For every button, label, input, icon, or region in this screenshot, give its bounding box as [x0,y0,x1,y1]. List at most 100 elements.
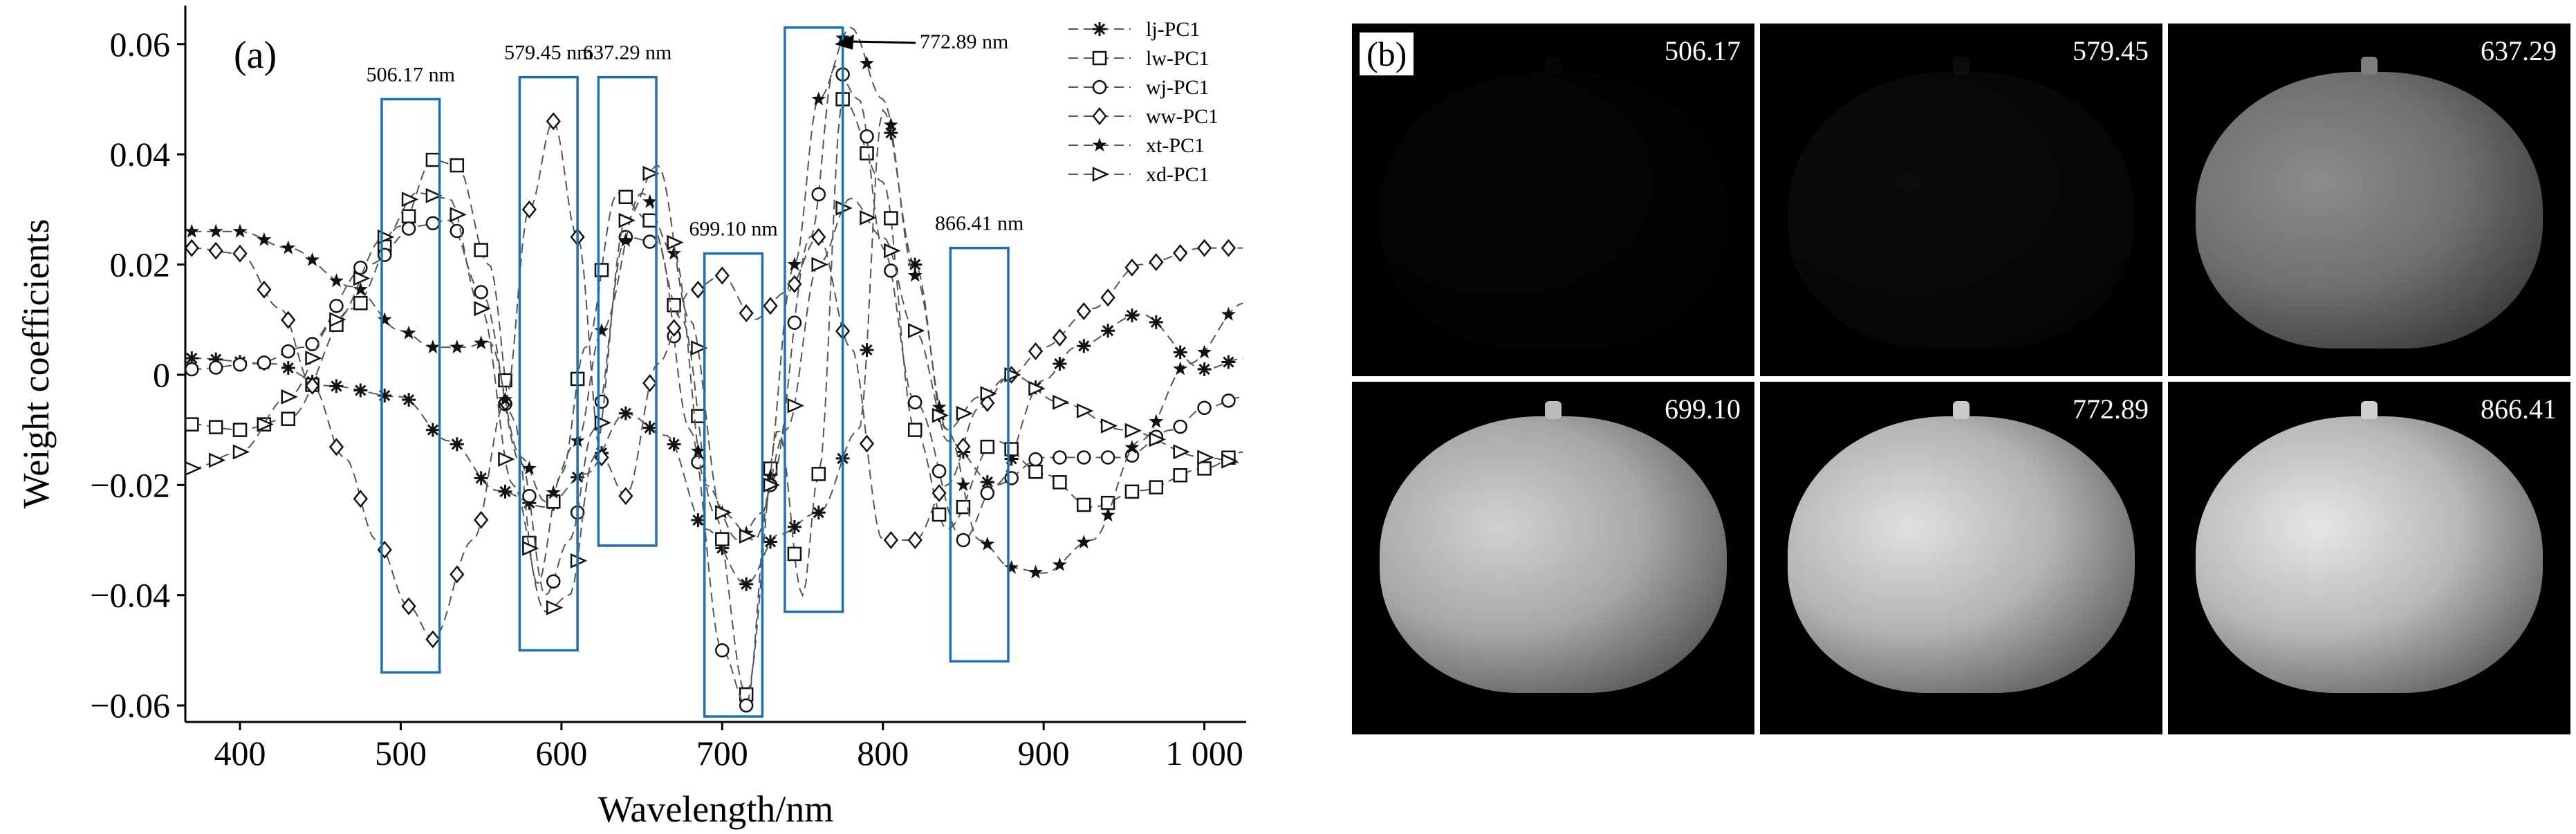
data-point [1092,107,1107,125]
data-point [980,485,995,501]
data-point [1196,239,1212,257]
data-point [907,423,923,437]
data-point [353,270,371,286]
data-point [956,405,973,421]
data-point [787,546,802,562]
data-point [232,244,248,263]
data-point [1197,450,1214,465]
data-point [980,386,997,402]
data-point [811,467,826,481]
data-point [1173,345,1187,360]
fruit-image [1380,72,1727,349]
data-point [281,344,296,359]
legend-label: ww-PC1 [1146,105,1218,128]
spectral-image-tile: 699.10 [1352,382,1754,734]
panel-a-label: (a) [234,34,277,77]
data-point [208,360,223,375]
data-point [353,281,368,296]
wavelength-box-label: 699.10 nm [689,218,777,241]
data-point [208,223,223,238]
data-point [209,352,223,367]
data-point [498,391,512,406]
data-point [425,630,441,649]
data-point [1221,355,1236,369]
fruit-stem [1545,57,1562,75]
data-point [1221,239,1236,257]
data-point [883,531,898,549]
data-point [281,389,298,405]
data-point [642,420,657,435]
data-point [208,241,223,260]
y-tick-label: −0.02 [90,465,170,504]
tile-wavelength-label: 637.29 [2481,35,2557,66]
data-point [185,351,199,365]
fruit-image [1788,416,2135,693]
data-point [305,252,320,266]
data-point [1173,468,1187,483]
data-point [353,296,368,311]
data-point [208,452,226,468]
data-point [642,234,657,249]
series-line [192,98,1243,694]
data-point [1077,403,1094,419]
data-point [787,398,804,414]
data-point [1028,452,1043,467]
data-point [208,420,223,434]
data-point [1028,342,1044,360]
data-point [1149,414,1164,428]
data-point [859,434,875,453]
data-point [618,232,633,247]
data-point [425,340,441,353]
data-point [860,55,874,70]
wavelength-box [703,252,764,718]
data-point [474,510,489,529]
data-point [185,362,199,377]
data-point [618,406,633,420]
data-point [184,239,199,257]
data-point [353,383,368,398]
data-point [402,393,416,407]
data-point [932,484,947,502]
data-point [860,343,874,358]
data-point [714,266,730,285]
x-tick-label: 900 [1018,734,1070,772]
data-point [1053,357,1067,371]
tile-wavelength-label: 772.89 [2073,393,2149,425]
data-point [377,248,392,262]
data-point [956,532,971,548]
data-point [1100,508,1115,522]
wavelength-box-label: 579.45 nm [504,41,593,64]
data-point [956,437,971,456]
data-point [401,209,416,224]
data-point [907,531,923,549]
data-point [1004,559,1019,574]
data-point [980,475,994,490]
data-point [474,471,488,485]
data-point [956,477,971,492]
data-point [763,297,778,315]
data-point [956,499,971,515]
data-point [811,228,826,246]
series-line [192,26,1243,574]
data-point [1028,464,1043,479]
data-point [1052,328,1068,347]
data-point [1077,497,1091,512]
x-tick-label: 700 [696,734,748,772]
data-point [860,210,877,225]
data-point [1077,450,1091,465]
data-point [401,325,416,340]
data-point [425,423,440,437]
x-tick-label: 400 [214,734,266,772]
data-point [1092,138,1107,151]
data-point [1149,315,1163,329]
data-point [281,411,296,426]
data-point [642,194,658,208]
data-point [811,257,828,272]
data-point [450,340,465,353]
data-point [642,374,658,392]
data-point [329,299,344,313]
data-point [907,323,925,339]
data-point [1028,564,1043,579]
data-point [353,490,368,508]
data-point [667,245,681,260]
